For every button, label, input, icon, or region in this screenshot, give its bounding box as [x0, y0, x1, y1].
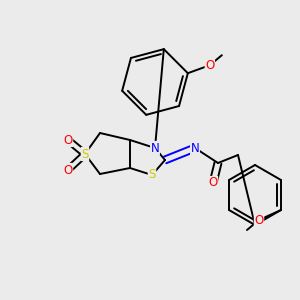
- Text: N: N: [190, 142, 200, 154]
- Text: S: S: [81, 148, 89, 160]
- Text: S: S: [148, 169, 156, 182]
- Text: O: O: [63, 164, 73, 176]
- Text: O: O: [205, 59, 214, 72]
- Text: O: O: [208, 176, 217, 190]
- Text: O: O: [254, 214, 264, 226]
- Text: N: N: [151, 142, 159, 154]
- Text: O: O: [63, 134, 73, 146]
